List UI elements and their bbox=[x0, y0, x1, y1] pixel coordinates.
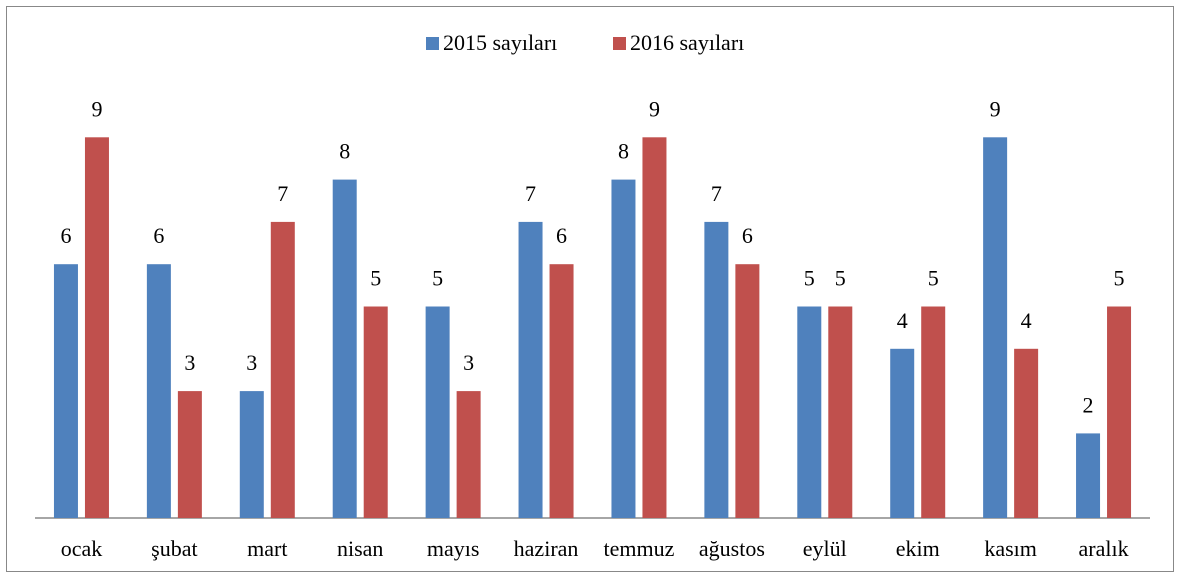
legend-swatch bbox=[613, 37, 626, 50]
bar bbox=[177, 391, 202, 518]
data-label: 9 bbox=[990, 96, 1001, 121]
data-label: 7 bbox=[277, 181, 288, 206]
data-label: 3 bbox=[463, 350, 474, 375]
x-tick-label: mayıs bbox=[427, 536, 480, 561]
data-label: 7 bbox=[525, 181, 536, 206]
bar bbox=[53, 264, 78, 518]
bar bbox=[890, 348, 915, 518]
data-label: 5 bbox=[928, 266, 939, 291]
bar bbox=[456, 391, 481, 518]
data-label: 6 bbox=[153, 223, 164, 248]
bar bbox=[704, 221, 729, 518]
x-tick-label: eylül bbox=[803, 536, 847, 561]
legend-label: 2015 sayıları bbox=[443, 30, 557, 55]
data-label: 4 bbox=[897, 308, 908, 333]
bar bbox=[549, 264, 574, 518]
data-label: 4 bbox=[1021, 308, 1032, 333]
bar bbox=[425, 306, 450, 518]
data-label: 6 bbox=[742, 223, 753, 248]
x-tick-label: temmuz bbox=[604, 536, 675, 561]
data-label: 5 bbox=[370, 266, 381, 291]
bar bbox=[1014, 348, 1039, 518]
bar bbox=[239, 391, 264, 518]
bar bbox=[611, 179, 636, 518]
data-label: 9 bbox=[91, 96, 102, 121]
x-tick-label: ocak bbox=[61, 536, 103, 561]
data-label: 5 bbox=[432, 266, 443, 291]
data-label: 2 bbox=[1083, 392, 1094, 417]
data-label: 7 bbox=[711, 181, 722, 206]
data-label: 6 bbox=[60, 223, 71, 248]
bar bbox=[642, 137, 667, 519]
bar bbox=[921, 306, 946, 518]
bar bbox=[363, 306, 388, 518]
data-label: 6 bbox=[556, 223, 567, 248]
x-tick-label: kasım bbox=[984, 536, 1037, 561]
x-tick-label: aralık bbox=[1078, 536, 1128, 561]
bar bbox=[332, 179, 357, 518]
x-tick-label: ekim bbox=[896, 536, 940, 561]
x-tick-label: haziran bbox=[514, 536, 579, 561]
bar bbox=[84, 137, 109, 519]
bar bbox=[1107, 306, 1132, 518]
data-label: 5 bbox=[804, 266, 815, 291]
bar bbox=[270, 221, 295, 518]
x-tick-label: nisan bbox=[337, 536, 383, 561]
data-label: 8 bbox=[339, 139, 350, 164]
bar bbox=[146, 264, 171, 518]
x-tick-label: mart bbox=[247, 536, 287, 561]
data-label: 9 bbox=[649, 96, 660, 121]
data-label: 3 bbox=[184, 350, 195, 375]
bar bbox=[983, 137, 1008, 519]
legend-swatch bbox=[426, 37, 439, 50]
bar bbox=[735, 264, 760, 518]
bar bbox=[518, 221, 543, 518]
bar bbox=[828, 306, 853, 518]
x-tick-label: şubat bbox=[151, 536, 197, 561]
legend-label: 2016 sayıları bbox=[630, 30, 744, 55]
bar bbox=[1076, 433, 1101, 518]
data-label: 5 bbox=[1114, 266, 1125, 291]
x-tick-label: ağustos bbox=[699, 536, 765, 561]
bar bbox=[797, 306, 822, 518]
data-label: 5 bbox=[835, 266, 846, 291]
data-label: 8 bbox=[618, 139, 629, 164]
data-label: 3 bbox=[246, 350, 257, 375]
